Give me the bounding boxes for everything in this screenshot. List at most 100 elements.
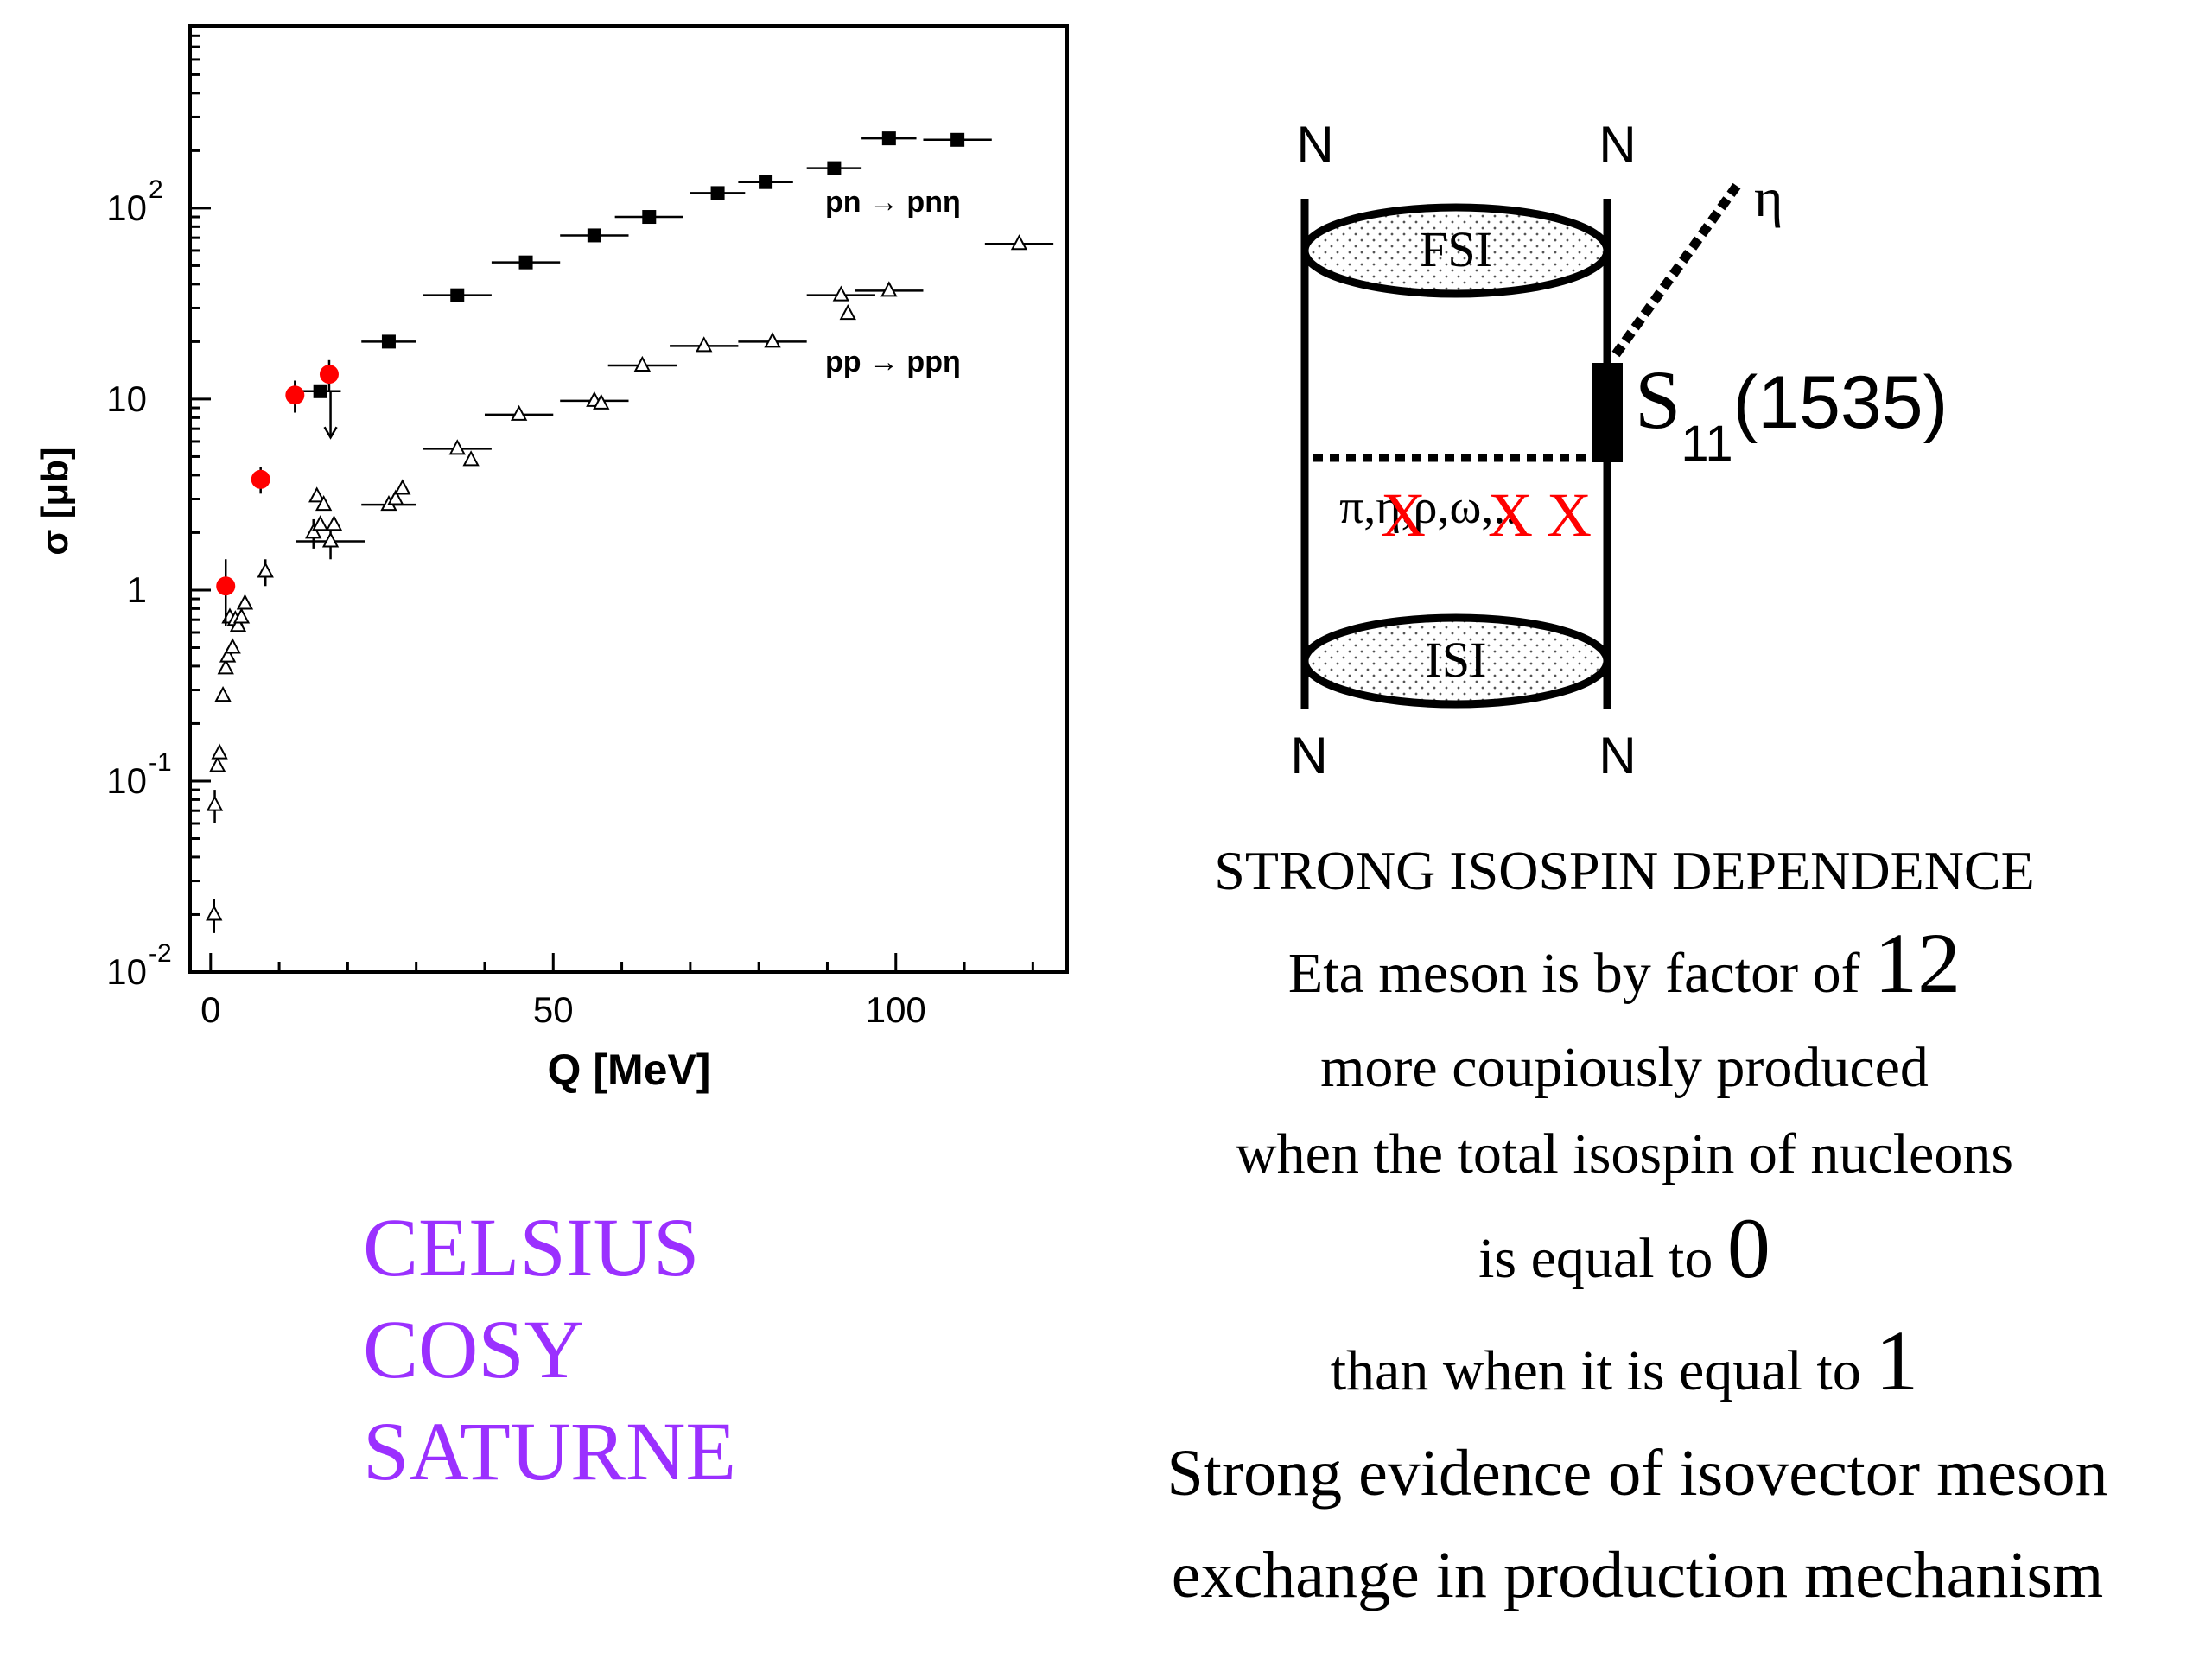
data-point	[642, 210, 657, 225]
y-tick-label: 10	[106, 378, 147, 419]
data-point	[257, 562, 274, 578]
data-point	[381, 334, 396, 349]
data-point	[759, 175, 773, 189]
data-point	[206, 905, 223, 921]
conclusion-line-zero: is equal to 0	[1037, 1198, 2212, 1310]
plot-frame	[188, 24, 1069, 974]
lab-celsius: CELSIUS	[363, 1201, 700, 1294]
data-point	[219, 646, 237, 663]
data-point	[696, 336, 713, 353]
data-point	[881, 131, 896, 146]
data-point	[1010, 234, 1028, 251]
y-axis-label: σ [μb]	[34, 447, 76, 555]
conclusion-line-factor: Eta meson is by factor of 12	[1037, 912, 2212, 1025]
resonance-label: S11(1535)	[1635, 353, 1948, 472]
crossed-omega: X	[1488, 480, 1533, 550]
conclusion-evidence: Strong evidence of isovector meson	[1166, 1437, 2108, 1510]
eta-label: η	[1754, 167, 1783, 228]
data-point	[305, 523, 322, 539]
series-2	[216, 359, 339, 626]
data-point	[387, 489, 404, 505]
conclusion-line-isospin: when the total isospin of nucleons	[1235, 1122, 2014, 1185]
isi-label: ISI	[1426, 632, 1487, 688]
data-series	[206, 131, 1054, 933]
y-tick-exponent: -2	[149, 939, 172, 968]
nucleon-bottom-right: N	[1599, 727, 1636, 785]
exchange-mesons-label: π,η,ρ,ω,..	[1339, 480, 1517, 534]
data-point	[209, 756, 226, 772]
conclusion-line-produced: more coupiously produced	[1320, 1036, 1929, 1099]
data-point	[593, 393, 610, 410]
factor-text: Eta meson is by factor of	[1287, 942, 1875, 1005]
data-point	[315, 494, 333, 512]
crossed-others: X	[1547, 480, 1592, 550]
y-tick-exponent: 2	[149, 175, 163, 204]
x-axis-label: Q [MeV]	[548, 1046, 711, 1094]
lab-cosy: COSY	[363, 1303, 585, 1395]
data-point	[285, 385, 305, 405]
y-tick-label: 10	[106, 951, 147, 992]
y-tick-label: 1	[127, 569, 147, 610]
zero-number: 0	[1726, 1200, 1770, 1296]
data-point	[325, 515, 343, 531]
data-point	[832, 285, 849, 302]
y-tick-exponent: -1	[149, 748, 172, 777]
conclusion-mechanism: exchange in production mechanism	[1171, 1539, 2104, 1611]
x-axis: 0 50 100	[200, 953, 1034, 1030]
data-point	[232, 607, 251, 624]
data-point	[224, 638, 241, 654]
data-point	[251, 469, 270, 489]
x-tick-label: 100	[866, 989, 926, 1030]
data-point	[587, 228, 601, 243]
pp-annotation: pp → ppη	[825, 346, 961, 378]
resonance-vertex	[1592, 363, 1623, 462]
conclusion-text: STRONG ISOSPIN DEPENDENCE Eta meson is b…	[1037, 830, 2212, 1626]
isi-blob	[1300, 613, 1611, 709]
x-tick-label: 50	[533, 989, 574, 1030]
data-point	[313, 384, 327, 398]
y-tick-label: 10	[106, 760, 147, 801]
zero-text: is equal to	[1478, 1227, 1727, 1290]
data-point	[211, 743, 228, 760]
series-0	[299, 131, 992, 398]
data-point	[216, 576, 236, 596]
data-point	[462, 450, 480, 467]
data-point	[229, 616, 247, 632]
data-point	[217, 658, 234, 675]
one-text: than when it is equal to	[1330, 1339, 1876, 1402]
nucleon-top-left: N	[1296, 116, 1333, 174]
data-point	[319, 365, 339, 385]
data-point	[827, 161, 842, 175]
one-number: 1	[1875, 1313, 1919, 1408]
factor-number: 12	[1874, 915, 1961, 1011]
y-tick-label: 10	[106, 188, 147, 228]
feynman-diagram: FSI ISI N N N N η S11(1535) π,η,ρ,ω,.. X…	[1290, 116, 1948, 785]
fsi-label: FSI	[1420, 221, 1492, 277]
data-point	[764, 332, 781, 348]
x-tick-label: 0	[200, 989, 220, 1030]
data-point	[311, 515, 329, 531]
nucleon-top-right: N	[1599, 116, 1636, 174]
conclusion-line-one: than when it is equal to 1	[1037, 1310, 2212, 1422]
data-point	[321, 531, 340, 548]
data-point	[214, 686, 232, 702]
crossed-eta: X	[1381, 480, 1426, 550]
upper-limit-arrow-head	[323, 426, 338, 440]
data-point	[710, 186, 725, 200]
data-point	[839, 303, 856, 321]
data-point	[206, 795, 224, 811]
data-point	[633, 355, 652, 372]
data-point	[450, 288, 465, 302]
conclusion-heading: STRONG ISOSPIN DEPENDENCE	[1214, 840, 2035, 901]
lab-saturne: SATURNE	[363, 1405, 737, 1497]
eta-line	[1611, 182, 1741, 358]
pn-annotation: pn → pnη	[825, 186, 961, 219]
data-point	[518, 255, 533, 270]
data-point	[510, 404, 528, 421]
laboratory-list: CELSIUS COSY SATURNE	[363, 1197, 736, 1503]
data-point	[880, 281, 898, 297]
data-point	[308, 486, 326, 503]
data-point	[394, 479, 411, 495]
